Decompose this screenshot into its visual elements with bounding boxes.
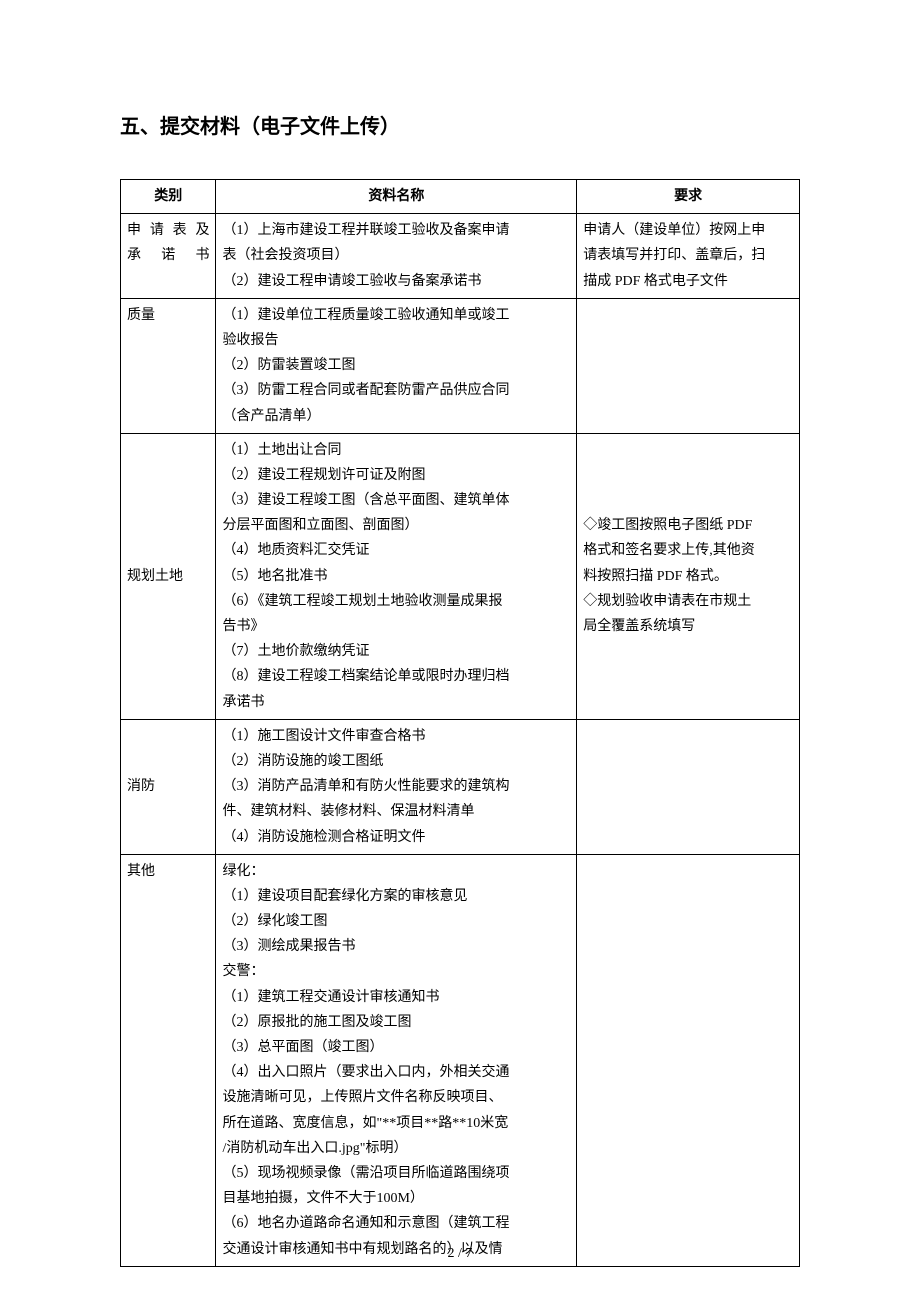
material-cell: （1）施工图设计文件审查合格书（2）消防设施的竣工图纸（3）消防产品清单和有防火… bbox=[216, 719, 577, 854]
material-text: （3）消防产品清单和有防火性能要求的建筑构 bbox=[222, 774, 570, 799]
col-header-category: 类别 bbox=[121, 180, 216, 214]
material-text: 件、建筑材料、装修材料、保温材料清单 bbox=[222, 799, 570, 824]
material-text: （1）土地出让合同 bbox=[222, 438, 570, 463]
category-text: 消防 bbox=[127, 774, 209, 799]
requirement-text: 申请人（建设单位）按网上申 bbox=[583, 218, 793, 243]
requirement-text: 局全覆盖系统填写 bbox=[583, 614, 793, 639]
material-text: （4）出入口照片（要求出入口内，外相关交通 bbox=[222, 1060, 570, 1085]
material-cell: （1）土地出让合同（2）建设工程规划许可证及附图（3）建设工程竣工图（含总平面图… bbox=[216, 433, 577, 719]
material-text: （3）防雷工程合同或者配套防雷产品供应合同 bbox=[222, 378, 570, 403]
table-header-row: 类别 资料名称 要求 bbox=[121, 180, 800, 214]
table-row: 申请表及承诺书（1）上海市建设工程并联竣工验收及备案申请表（社会投资项目）（2）… bbox=[121, 214, 800, 299]
material-text: （含产品清单） bbox=[222, 404, 570, 429]
material-text: （1）施工图设计文件审查合格书 bbox=[222, 724, 570, 749]
material-text: 设施清晰可见，上传照片文件名称反映项目、 bbox=[222, 1085, 570, 1110]
material-text: （1）建设单位工程质量竣工验收通知单或竣工 bbox=[222, 303, 570, 328]
material-text: （4）消防设施检测合格证明文件 bbox=[222, 825, 570, 850]
material-text: （4）地质资料汇交凭证 bbox=[222, 538, 570, 563]
requirement-cell: 申请人（建设单位）按网上申请表填写并打印、盖章后，扫描成 PDF 格式电子文件 bbox=[577, 214, 800, 299]
page-number: 2 / 7 bbox=[0, 1246, 920, 1262]
material-text: 分层平面图和立面图、剖面图） bbox=[222, 513, 570, 538]
material-text: （5）现场视频录像（需沿项目所临道路围绕项 bbox=[222, 1161, 570, 1186]
requirement-text: 请表填写并打印、盖章后，扫 bbox=[583, 243, 793, 268]
table-row: 质量 （1）建设单位工程质量竣工验收通知单或竣工验收报告（2）防雷装置竣工图（3）… bbox=[121, 298, 800, 433]
material-text: 所在道路、宽度信息，如"**项目**路**10米宽 bbox=[222, 1111, 570, 1136]
material-text: （7）土地价款缴纳凭证 bbox=[222, 639, 570, 664]
material-text: 绿化： bbox=[222, 859, 570, 884]
requirement-text: 描成 PDF 格式电子文件 bbox=[583, 269, 793, 294]
material-text: （3）测绘成果报告书 bbox=[222, 934, 570, 959]
material-text: （2）防雷装置竣工图 bbox=[222, 353, 570, 378]
requirement-text: ◇竣工图按照电子图纸 PDF bbox=[583, 513, 793, 538]
material-text: （1）上海市建设工程并联竣工验收及备案申请 bbox=[222, 218, 570, 243]
material-cell: （1）上海市建设工程并联竣工验收及备案申请表（社会投资项目）（2）建设工程申请竣… bbox=[216, 214, 577, 299]
table-row: 其他绿化：（1）建设项目配套绿化方案的审核意见（2）绿化竣工图（3）测绘成果报告… bbox=[121, 854, 800, 1266]
col-header-material: 资料名称 bbox=[216, 180, 577, 214]
category-text: 其他 bbox=[127, 859, 209, 884]
material-text: 表（社会投资项目） bbox=[222, 243, 570, 268]
material-text: （5）地名批准书 bbox=[222, 564, 570, 589]
material-text: （8）建设工程竣工档案结论单或限时办理归档 bbox=[222, 664, 570, 689]
category-text: 规划土地 bbox=[127, 564, 209, 589]
table-row: 消防 （1）施工图设计文件审查合格书（2）消防设施的竣工图纸（3）消防产品清单和有… bbox=[121, 719, 800, 854]
material-text: （3）建设工程竣工图（含总平面图、建筑单体 bbox=[222, 488, 570, 513]
material-text: 验收报告 bbox=[222, 328, 570, 353]
material-text: （3）总平面图（竣工图） bbox=[222, 1035, 570, 1060]
materials-table: 类别 资料名称 要求 申请表及承诺书（1）上海市建设工程并联竣工验收及备案申请表… bbox=[120, 179, 800, 1267]
material-text: （2）绿化竣工图 bbox=[222, 909, 570, 934]
material-text: 告书》 bbox=[222, 614, 570, 639]
requirement-text: 料按照扫描 PDF 格式。 bbox=[583, 564, 793, 589]
material-text: 承诺书 bbox=[222, 690, 570, 715]
material-text: 目基地拍摄，文件不大于100M） bbox=[222, 1186, 570, 1211]
material-text: （2）建设工程申请竣工验收与备案承诺书 bbox=[222, 269, 570, 294]
material-text: （2）建设工程规划许可证及附图 bbox=[222, 463, 570, 488]
material-cell: （1）建设单位工程质量竣工验收通知单或竣工验收报告（2）防雷装置竣工图（3）防雷… bbox=[216, 298, 577, 433]
col-header-requirement: 要求 bbox=[577, 180, 800, 214]
category-cell: 规划土地 bbox=[121, 433, 216, 719]
category-text: 质量 bbox=[127, 303, 209, 328]
material-text: 交警： bbox=[222, 959, 570, 984]
requirement-text: 格式和签名要求上传,其他资 bbox=[583, 538, 793, 563]
table-body: 申请表及承诺书（1）上海市建设工程并联竣工验收及备案申请表（社会投资项目）（2）… bbox=[121, 214, 800, 1267]
material-text: （1）建筑工程交通设计审核通知书 bbox=[222, 985, 570, 1010]
requirement-cell: ◇竣工图按照电子图纸 PDF格式和签名要求上传,其他资料按照扫描 PDF 格式。… bbox=[577, 433, 800, 719]
category-cell: 申请表及承诺书 bbox=[121, 214, 216, 299]
material-text: （2）消防设施的竣工图纸 bbox=[222, 749, 570, 774]
category-text: 申请表及 bbox=[127, 218, 209, 243]
requirement-cell bbox=[577, 854, 800, 1266]
category-cell: 消防 bbox=[121, 719, 216, 854]
category-cell: 质量 bbox=[121, 298, 216, 433]
category-cell: 其他 bbox=[121, 854, 216, 1266]
material-text: （6）《建筑工程竣工规划土地验收测量成果报 bbox=[222, 589, 570, 614]
requirement-cell bbox=[577, 298, 800, 433]
document-page: 五、提交材料（电子文件上传） 类别 资料名称 要求 申请表及承诺书（1）上海市建… bbox=[0, 0, 920, 1302]
material-text: （1）建设项目配套绿化方案的审核意见 bbox=[222, 884, 570, 909]
material-text: （2）原报批的施工图及竣工图 bbox=[222, 1010, 570, 1035]
material-cell: 绿化：（1）建设项目配套绿化方案的审核意见（2）绿化竣工图（3）测绘成果报告书交… bbox=[216, 854, 577, 1266]
requirement-cell bbox=[577, 719, 800, 854]
material-text: （6）地名办道路命名通知和示意图（建筑工程 bbox=[222, 1211, 570, 1236]
requirement-text: ◇规划验收申请表在市规土 bbox=[583, 589, 793, 614]
section-title: 五、提交材料（电子文件上传） bbox=[120, 110, 800, 139]
category-text: 承诺书 bbox=[127, 243, 209, 268]
material-text: /消防机动车出入口.jpg"标明） bbox=[222, 1136, 570, 1161]
table-row: 规划土地 （1）土地出让合同（2）建设工程规划许可证及附图（3）建设工程竣工图（含… bbox=[121, 433, 800, 719]
